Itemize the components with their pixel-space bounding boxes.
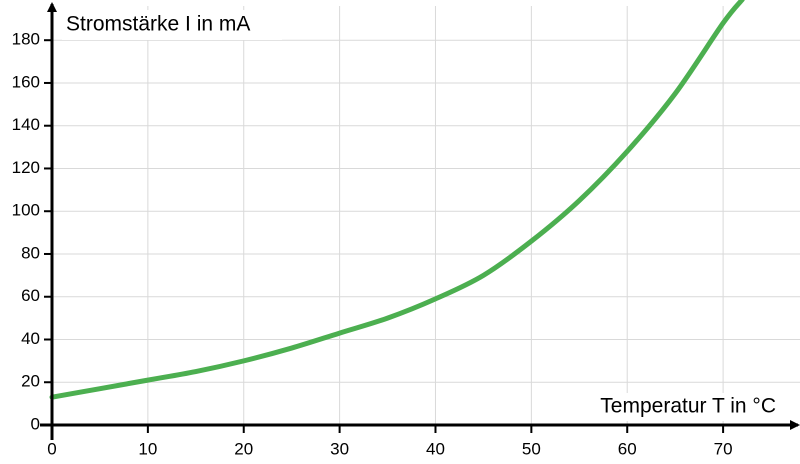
y-tick-label: 180	[12, 30, 40, 49]
x-tick-label: 10	[138, 439, 157, 458]
x-tick-label: 20	[234, 439, 253, 458]
y-tick-label: 100	[12, 201, 40, 220]
y-tick-label: 0	[31, 414, 40, 433]
y-tick-label: 140	[12, 115, 40, 134]
x-axis-title: Temperatur T in °C	[600, 395, 776, 418]
y-tick-label: 60	[21, 286, 40, 305]
y-tick-label: 40	[21, 329, 40, 348]
x-tick-label: 70	[714, 439, 733, 458]
x-tick-label: 30	[330, 439, 349, 458]
y-tick-label: 160	[12, 72, 40, 91]
y-tick-label: 80	[21, 243, 40, 262]
x-tick-label: 50	[522, 439, 541, 458]
line	[49, 0, 745, 400]
x-tick-label: 40	[426, 439, 445, 458]
y-axis-title: Stromstärke I in mA	[66, 13, 250, 36]
y-tick-label: 20	[21, 372, 40, 391]
x-tick-label: 60	[618, 439, 637, 458]
label-bg	[572, 393, 782, 421]
y-tick-label: 120	[12, 158, 40, 177]
plot-area	[49, 0, 745, 400]
grid	[51, 6, 800, 426]
x-tick-label: 0	[47, 439, 56, 458]
label-bg	[62, 10, 282, 40]
